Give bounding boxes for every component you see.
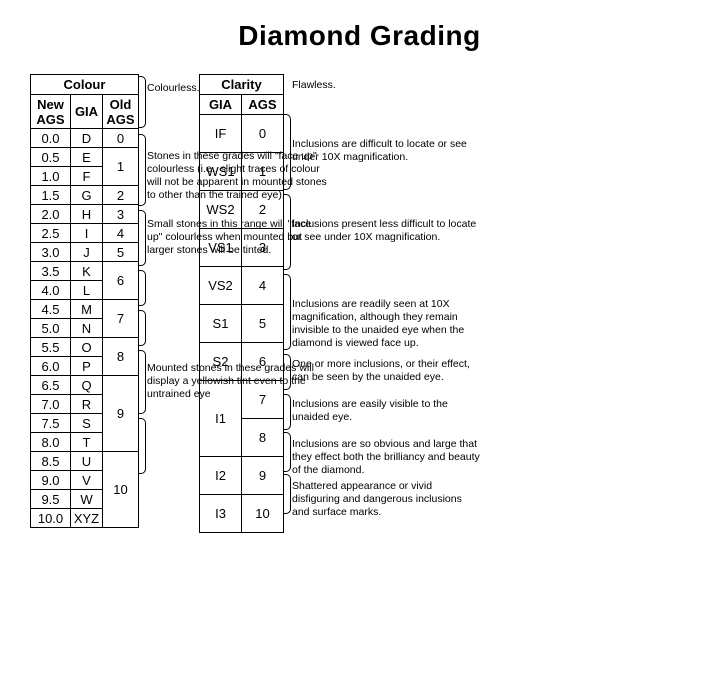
colour-cell-gia: T bbox=[71, 433, 103, 452]
colour-cell-gia: K bbox=[71, 262, 103, 281]
clarity-note: Inclusions present less difficult to loc… bbox=[292, 194, 482, 270]
colour-cell-gia: G bbox=[71, 186, 103, 205]
colour-cell-gia: E bbox=[71, 148, 103, 167]
colour-cell-newags: 9.0 bbox=[31, 471, 71, 490]
colour-cell-oldags: 10 bbox=[103, 452, 139, 528]
colour-cell-newags: 7.5 bbox=[31, 414, 71, 433]
colour-cell-gia: S bbox=[71, 414, 103, 433]
colour-cell-gia: V bbox=[71, 471, 103, 490]
colour-cell-oldags: 9 bbox=[103, 376, 139, 452]
colour-cell-oldags: 7 bbox=[103, 300, 139, 338]
page-title: Diamond Grading bbox=[30, 20, 689, 52]
colour-cell-newags: 1.5 bbox=[31, 186, 71, 205]
colour-cell-gia: U bbox=[71, 452, 103, 471]
colour-cell-newags: 9.5 bbox=[31, 490, 71, 509]
clarity-cell-gia: I3 bbox=[200, 495, 242, 533]
colour-cell-newags: 8.0 bbox=[31, 433, 71, 452]
clarity-note: Inclusions are difficult to locate or se… bbox=[292, 114, 482, 190]
colour-cell-newags: 5.0 bbox=[31, 319, 71, 338]
colour-row: 2.0H3 bbox=[31, 205, 139, 224]
colour-cell-newags: 4.5 bbox=[31, 300, 71, 319]
colour-header-top: Colour bbox=[31, 75, 139, 95]
clarity-row: I310 bbox=[200, 495, 284, 533]
clarity-note: One or more inclusions, or their effect,… bbox=[292, 354, 482, 390]
colour-block: Colour New AGS GIA Old AGS 0.0D00.5E11.0… bbox=[30, 74, 139, 528]
clarity-note: Inclusions are easily visible to the una… bbox=[292, 394, 482, 430]
colour-header-newags: New AGS bbox=[31, 95, 71, 129]
colour-cell-gia: O bbox=[71, 338, 103, 357]
colour-row: 0.0D0 bbox=[31, 129, 139, 148]
colour-cell-gia: M bbox=[71, 300, 103, 319]
clarity-note: Flawless. bbox=[292, 76, 482, 110]
colour-cell-newags: 1.0 bbox=[31, 167, 71, 186]
colour-table: Colour New AGS GIA Old AGS 0.0D00.5E11.0… bbox=[30, 74, 139, 528]
colour-cell-oldags: 5 bbox=[103, 243, 139, 262]
colour-row: 2.5I4 bbox=[31, 224, 139, 243]
grading-columns: Colour New AGS GIA Old AGS 0.0D00.5E11.0… bbox=[30, 74, 689, 533]
colour-cell-newags: 6.0 bbox=[31, 357, 71, 376]
colour-cell-newags: 2.5 bbox=[31, 224, 71, 243]
colour-header-gia: GIA bbox=[71, 95, 103, 129]
colour-cell-gia: I bbox=[71, 224, 103, 243]
colour-row: 3.0J5 bbox=[31, 243, 139, 262]
colour-cell-newags: 5.5 bbox=[31, 338, 71, 357]
colour-cell-oldags: 2 bbox=[103, 186, 139, 205]
colour-row: 5.5O8 bbox=[31, 338, 139, 357]
colour-row: 6.5Q9 bbox=[31, 376, 139, 395]
colour-cell-gia: XYZ bbox=[71, 509, 103, 528]
colour-cell-gia: W bbox=[71, 490, 103, 509]
colour-cell-oldags: 1 bbox=[103, 148, 139, 186]
colour-cell-newags: 2.0 bbox=[31, 205, 71, 224]
colour-cell-oldags: 8 bbox=[103, 338, 139, 376]
colour-cell-gia: H bbox=[71, 205, 103, 224]
colour-cell-newags: 3.0 bbox=[31, 243, 71, 262]
colour-row: 8.5U10 bbox=[31, 452, 139, 471]
colour-cell-gia: N bbox=[71, 319, 103, 338]
clarity-note: Shattered appearance or vivid disfigurin… bbox=[292, 474, 482, 514]
colour-cell-newags: 0.5 bbox=[31, 148, 71, 167]
clarity-note: Inclusions are readily seen at 10X magni… bbox=[292, 274, 482, 350]
colour-cell-oldags: 3 bbox=[103, 205, 139, 224]
colour-cell-gia: D bbox=[71, 129, 103, 148]
colour-cell-gia: F bbox=[71, 167, 103, 186]
colour-cell-newags: 6.5 bbox=[31, 376, 71, 395]
colour-cell-gia: J bbox=[71, 243, 103, 262]
colour-cell-oldags: 0 bbox=[103, 129, 139, 148]
colour-header-oldags: Old AGS bbox=[103, 95, 139, 129]
colour-cell-newags: 0.0 bbox=[31, 129, 71, 148]
colour-cell-newags: 3.5 bbox=[31, 262, 71, 281]
colour-cell-gia: Q bbox=[71, 376, 103, 395]
colour-row: 0.5E1 bbox=[31, 148, 139, 167]
colour-cell-oldags: 6 bbox=[103, 262, 139, 300]
colour-cell-gia: L bbox=[71, 281, 103, 300]
colour-cell-newags: 7.0 bbox=[31, 395, 71, 414]
colour-row: 3.5K6 bbox=[31, 262, 139, 281]
colour-cell-newags: 10.0 bbox=[31, 509, 71, 528]
colour-cell-newags: 4.0 bbox=[31, 281, 71, 300]
colour-cell-gia: R bbox=[71, 395, 103, 414]
colour-row: 1.5G2 bbox=[31, 186, 139, 205]
colour-cell-oldags: 4 bbox=[103, 224, 139, 243]
colour-cell-newags: 8.5 bbox=[31, 452, 71, 471]
clarity-note: Inclusions are so obvious and large that… bbox=[292, 432, 482, 472]
clarity-cell-ags: 10 bbox=[242, 495, 284, 533]
colour-row: 4.5M7 bbox=[31, 300, 139, 319]
colour-cell-gia: P bbox=[71, 357, 103, 376]
